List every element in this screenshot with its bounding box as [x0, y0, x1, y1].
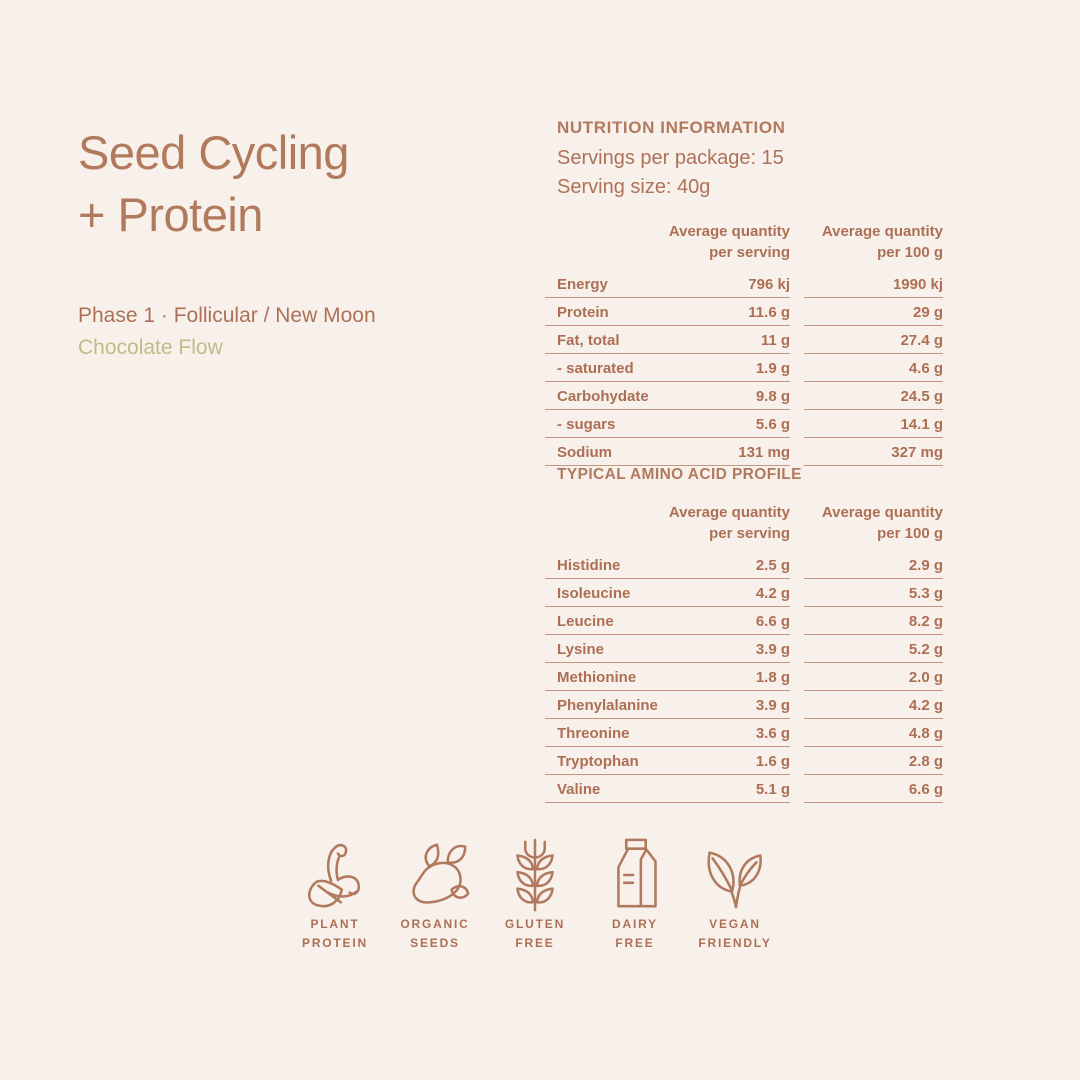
row-per-serving: 11.6 g [748, 304, 790, 321]
table-row: - saturated 1.9 g 4.6 g [545, 354, 943, 382]
row-per-serving: 131 mg [738, 444, 790, 461]
row-label: Valine [557, 781, 601, 798]
row-per-100g: 14.1 g [804, 410, 943, 438]
row-per-serving: 9.8 g [755, 388, 790, 405]
row-per-100g: 327 mg [804, 438, 943, 466]
badge-dairy-free: DAIRY FREE [588, 836, 682, 952]
row-per-100g: 2.8 g [804, 747, 943, 775]
phase-subtitle: Phase 1 · Follicular / New Moon [78, 304, 376, 328]
row-label: Isoleucine [557, 585, 631, 602]
table-row: - sugars 5.6 g 14.1 g [545, 410, 943, 438]
row-per-100g: 4.8 g [804, 719, 943, 747]
badge-gluten-free: GLUTEN FREE [488, 836, 582, 952]
badge-vegan-friendly: VEGAN FRIENDLY [688, 836, 782, 952]
product-title: Seed Cycling + Protein [78, 126, 349, 242]
badge-label: DAIRY FREE [612, 917, 658, 950]
row-label: - saturated [557, 360, 634, 377]
col-header-per-serving: Average quantity per serving [668, 223, 790, 261]
nutrition-table-header: Average quantity per serving Average qua… [545, 221, 943, 263]
row-per-100g: 2.0 g [804, 663, 943, 691]
row-label: Lysine [557, 641, 604, 658]
row-per-100g: 5.2 g [804, 635, 943, 663]
row-label: Leucine [557, 613, 614, 630]
nutrition-table: Average quantity per serving Average qua… [545, 221, 943, 466]
badge-label: GLUTEN FREE [504, 917, 566, 950]
row-per-serving: 5.1 g [755, 781, 790, 798]
table-row: Valine 5.1 g 6.6 g [545, 775, 943, 803]
badge-plant-protein: PLANT PROTEIN [288, 836, 382, 952]
amino-table: Average quantity per serving Average qua… [545, 502, 943, 803]
row-per-100g: 2.9 g [804, 551, 943, 579]
row-label: Methionine [557, 669, 637, 686]
row-per-serving: 1.8 g [755, 669, 790, 686]
row-per-serving: 6.6 g [755, 613, 790, 630]
row-label: - sugars [557, 416, 616, 433]
amino-table-header: Average quantity per serving Average qua… [545, 502, 943, 544]
table-row: Methionine 1.8 g 2.0 g [545, 663, 943, 691]
plant-protein-icon [296, 836, 374, 914]
feature-badges: PLANT PROTEIN ORGANIC SEEDS [288, 836, 782, 952]
row-label: Phenylalanine [557, 697, 658, 714]
row-per-100g: 5.3 g [804, 579, 943, 607]
row-per-serving: 3.6 g [755, 725, 790, 742]
brand-block: Seed Cycling + Protein Phase 1 · Follicu… [78, 122, 498, 360]
row-per-serving: 796 kj [748, 276, 790, 293]
badge-organic-seeds: ORGANIC SEEDS [388, 836, 482, 952]
table-row: Sodium 131 mg 327 mg [545, 438, 943, 466]
row-label: Histidine [557, 557, 621, 574]
row-per-100g: 27.4 g [804, 326, 943, 354]
row-per-serving: 1.9 g [755, 360, 790, 377]
row-per-100g: 4.2 g [804, 691, 943, 719]
col-header-per-serving: Average quantity per serving [668, 504, 790, 542]
row-per-serving: 4.2 g [755, 585, 790, 602]
row-per-100g: 6.6 g [804, 775, 943, 803]
row-per-100g: 4.6 g [804, 354, 943, 382]
badge-label: ORGANIC SEEDS [400, 917, 470, 950]
row-per-100g: 24.5 g [804, 382, 943, 410]
row-per-100g: 8.2 g [804, 607, 943, 635]
amino-heading: TYPICAL AMINO ACID PROFILE [557, 466, 802, 483]
table-row: Isoleucine 4.2 g 5.3 g [545, 579, 943, 607]
row-label: Energy [557, 276, 608, 293]
badge-label: PLANT PROTEIN [302, 917, 368, 950]
nutrition-heading: NUTRITION INFORMATION [557, 118, 786, 137]
vegan-friendly-icon [696, 836, 774, 914]
row-per-serving: 3.9 g [755, 641, 790, 658]
row-per-serving: 1.6 g [755, 753, 790, 770]
nutrition-panel: NUTRITION INFORMATION Servings per packa… [545, 118, 943, 466]
table-row: Leucine 6.6 g 8.2 g [545, 607, 943, 635]
col-header-per-100g: Average quantity per 100 g [821, 504, 943, 542]
gluten-free-icon [496, 836, 574, 914]
row-per-100g: 29 g [804, 298, 943, 326]
row-label: Sodium [557, 444, 612, 461]
table-row: Lysine 3.9 g 5.2 g [545, 635, 943, 663]
table-row: Histidine 2.5 g 2.9 g [545, 551, 943, 579]
badge-label: VEGAN FRIENDLY [698, 917, 772, 950]
row-label: Carbohydate [557, 388, 649, 405]
flavor-name: Chocolate Flow [78, 336, 223, 360]
row-per-100g: 1990 kj [804, 270, 943, 298]
dairy-free-icon [596, 836, 674, 914]
table-row: Carbohydate 9.8 g 24.5 g [545, 382, 943, 410]
row-per-serving: 2.5 g [755, 557, 790, 574]
table-row: Tryptophan 1.6 g 2.8 g [545, 747, 943, 775]
table-row: Fat, total 11 g 27.4 g [545, 326, 943, 354]
table-row: Phenylalanine 3.9 g 4.2 g [545, 691, 943, 719]
row-label: Tryptophan [557, 753, 639, 770]
amino-acid-panel: TYPICAL AMINO ACID PROFILE Average quant… [545, 466, 943, 803]
organic-seeds-icon [396, 836, 474, 914]
serving-size: Serving size: 40g [557, 176, 711, 198]
row-per-serving: 5.6 g [755, 416, 790, 433]
servings-per-package: Servings per package: 15 [557, 147, 784, 169]
row-label: Fat, total [557, 332, 620, 349]
table-row: Threonine 3.6 g 4.8 g [545, 719, 943, 747]
col-header-per-100g: Average quantity per 100 g [821, 223, 943, 261]
row-per-serving: 11 g [760, 332, 790, 349]
table-row: Protein 11.6 g 29 g [545, 298, 943, 326]
row-label: Protein [557, 304, 609, 321]
table-row: Energy 796 kj 1990 kj [545, 270, 943, 298]
row-label: Threonine [557, 725, 630, 742]
row-per-serving: 3.9 g [755, 697, 790, 714]
